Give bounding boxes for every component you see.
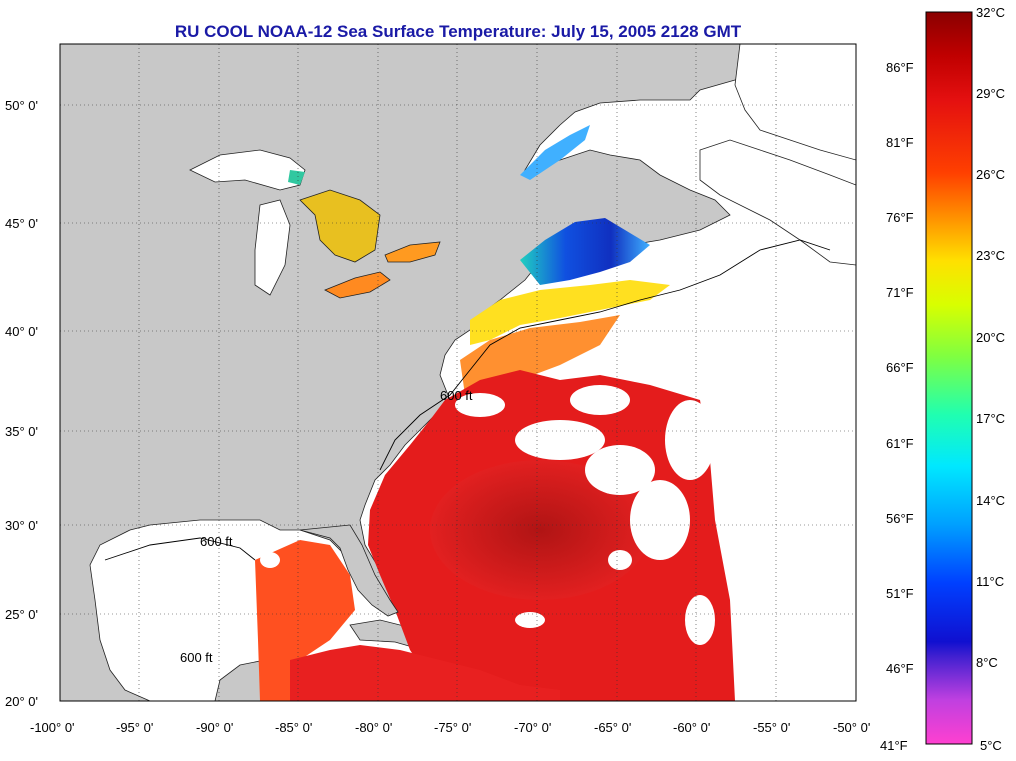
- colorbar-celsius-label: 29°C: [976, 86, 1005, 101]
- lat-tick-label: 40° 0': [5, 324, 38, 339]
- isobath-label-gulf: 600 ft: [200, 534, 233, 549]
- lake-michigan: [254, 199, 291, 296]
- colorbar-celsius-label: 26°C: [976, 167, 1005, 182]
- map-title: RU COOL NOAA-12 Sea Surface Temperature:…: [174, 22, 742, 41]
- gridlines: [60, 44, 856, 701]
- colorbar-fahrenheit-label: 41°F: [880, 738, 908, 753]
- colorbar-celsius-label: 8°C: [976, 655, 998, 670]
- sst-st-lawrence: [520, 125, 590, 180]
- lat-tick-label: 25° 0': [5, 607, 38, 622]
- colorbar-celsius-labels: 32°C 29°C 26°C 23°C 20°C 17°C 14°C 11°C …: [976, 5, 1005, 753]
- land-labrador: [734, 44, 856, 161]
- colorbar-fahrenheit-label: 56°F: [886, 511, 914, 526]
- colorbar-fahrenheit-label: 76°F: [886, 210, 914, 225]
- colorbar-fahrenheit-label: 51°F: [886, 586, 914, 601]
- colorbar-fahrenheit-label: 46°F: [886, 661, 914, 676]
- lake-huron: [299, 189, 381, 263]
- colorbar-celsius-label: 20°C: [976, 330, 1005, 345]
- sst-caribbean-warm: [290, 645, 560, 701]
- lon-tick-label: -90° 0': [196, 720, 233, 735]
- lon-tick-label: -95° 0': [116, 720, 153, 735]
- sst-gulf-of-maine: [520, 218, 650, 285]
- lon-tick-label: -100° 0': [30, 720, 75, 735]
- land-newfoundland: [699, 139, 856, 266]
- colorbar-fahrenheit-label: 66°F: [886, 360, 914, 375]
- latitude-axis: 50° 0' 45° 0' 40° 0' 35° 0' 30° 0' 25° 0…: [5, 98, 38, 709]
- isobath-label-yucatan: 600 ft: [180, 650, 213, 665]
- isobath-600ft: [104, 239, 831, 561]
- lat-tick-label: 20° 0': [5, 694, 38, 709]
- colorbar-fahrenheit-label: 61°F: [886, 436, 914, 451]
- colorbar-celsius-label: 17°C: [976, 411, 1005, 426]
- colorbar-fahrenheit-labels: 86°F 81°F 76°F 71°F 66°F 61°F 56°F 51°F …: [880, 60, 914, 753]
- land-north-america: [60, 44, 771, 701]
- lon-tick-label: -50° 0': [833, 720, 870, 735]
- colorbar-fahrenheit-label: 86°F: [886, 60, 914, 75]
- lat-tick-label: 45° 0': [5, 216, 38, 231]
- lon-tick-label: -80° 0': [355, 720, 392, 735]
- sst-gulfstream-core: [430, 460, 650, 600]
- colorbar-celsius-label: 23°C: [976, 248, 1005, 263]
- colorbar-celsius-label: 32°C: [976, 5, 1005, 20]
- lon-tick-label: -60° 0': [673, 720, 710, 735]
- lat-tick-label: 35° 0': [5, 424, 38, 439]
- lat-tick-label: 50° 0': [5, 98, 38, 113]
- land-florida: [299, 524, 399, 617]
- map-frame: [59, 43, 857, 702]
- longitude-axis: -100° 0' -95° 0' -90° 0' -85° 0' -80° 0'…: [30, 720, 870, 735]
- sst-shelf: [470, 280, 670, 345]
- map-area: 600 ft 600 ft 600 ft: [60, 44, 856, 701]
- lon-tick-label: -85° 0': [275, 720, 312, 735]
- lake-superior-east: [288, 170, 305, 185]
- colorbar: [925, 11, 973, 745]
- colorbar-celsius-label: 14°C: [976, 493, 1005, 508]
- lake-erie: [324, 271, 391, 299]
- colorbar-celsius-label: 11°C: [976, 574, 1004, 589]
- lon-tick-label: -55° 0': [753, 720, 790, 735]
- colorbar-fahrenheit-label: 71°F: [886, 285, 914, 300]
- lon-tick-label: -65° 0': [594, 720, 631, 735]
- cloud-patches: [260, 385, 715, 645]
- isobath-label-atlantic: 600 ft: [440, 388, 473, 403]
- lake-ontario: [384, 241, 441, 263]
- colorbar-celsius-label: 5°C: [980, 738, 1002, 753]
- lon-tick-label: -75° 0': [434, 720, 471, 735]
- colorbar-fahrenheit-label: 81°F: [886, 135, 914, 150]
- sst-gulf-warm: [255, 540, 355, 701]
- lat-tick-label: 30° 0': [5, 518, 38, 533]
- lon-tick-label: -70° 0': [514, 720, 551, 735]
